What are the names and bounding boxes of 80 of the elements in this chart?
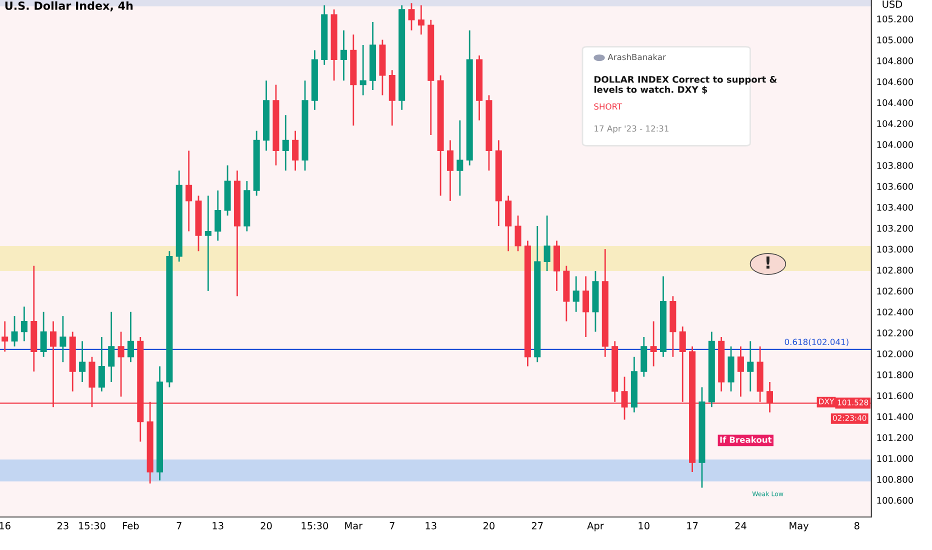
x-tick-label: Apr — [587, 522, 604, 532]
y-tick-label: 104.000 — [877, 141, 914, 148]
annotation: If Breakout — [720, 436, 772, 443]
x-tick-label: 27 — [532, 522, 543, 530]
x-tick-label: 7 — [176, 522, 182, 530]
candlestick — [418, 4, 424, 36]
x-tick-label: May — [790, 522, 809, 532]
y-tick-label: 101.800 — [877, 371, 914, 378]
y-tick-label: 104.600 — [877, 78, 914, 86]
candlestick — [747, 340, 754, 392]
candlestick — [360, 44, 366, 96]
y-tick-label: 101.400 — [877, 413, 914, 420]
candlestick — [204, 195, 212, 292]
y-tick-label: 103.400 — [877, 204, 914, 211]
candlestick — [98, 336, 105, 392]
y-tick-label: 104.400 — [877, 99, 914, 106]
candlestick — [60, 315, 66, 363]
y-tick-label: 101.200 — [877, 434, 914, 442]
y-tick-label: 104.800 — [877, 57, 914, 64]
x-tick-label: 7 — [390, 522, 394, 530]
x-tick-label: 8 — [854, 522, 860, 530]
candlestick — [514, 214, 522, 252]
y-tick-label: 102.600 — [877, 288, 914, 294]
x-tick-label: Feb — [123, 522, 139, 530]
y-tick-label: 102.000 — [877, 350, 914, 358]
y-tick-label: 101.000 — [877, 455, 914, 462]
candlestick — [408, 2, 415, 32]
candlestick — [282, 114, 289, 172]
x-tick-label: 24 — [735, 522, 746, 530]
candlestick — [186, 150, 192, 232]
y-tick-label: 103.000 — [877, 246, 914, 253]
candlestick — [40, 311, 47, 358]
annotation: SHORT — [594, 103, 622, 110]
ref-line-label: 0.618(102.041) — [784, 338, 848, 346]
candlestick — [572, 276, 580, 313]
y-tick-label: 103.800 — [877, 162, 914, 169]
y-tick-label: 102.200 — [877, 330, 914, 336]
candlestick — [127, 311, 134, 363]
candlestick — [214, 190, 222, 242]
x-tick-label: 13 — [212, 522, 224, 530]
y-tick-label: 100.800 — [877, 476, 914, 483]
y-tick-label: 103.200 — [877, 224, 914, 232]
annotation: 17 Apr '23 - 12:31 — [594, 125, 668, 134]
candlestick — [11, 315, 18, 348]
y-tick-label: 105.000 — [877, 36, 914, 44]
x-tick-label: 15:30 — [79, 522, 106, 530]
y-tick-label: 102.400 — [877, 308, 914, 316]
candlestick — [79, 340, 86, 383]
x-tick-label: 17 — [687, 522, 698, 530]
annotation: ! — [766, 256, 770, 269]
y-tick-label: 101.600 — [877, 392, 914, 400]
candlestick — [582, 276, 590, 338]
annotation: DOLLAR INDEX Correct to support & levels to watch. DXY $ — [594, 76, 777, 94]
candlestick — [456, 120, 464, 196]
chart-title: U.S. Dollar Index, 4h — [5, 1, 133, 12]
candlestick — [108, 311, 115, 383]
candlestick — [650, 320, 657, 367]
candlestick — [2, 320, 8, 352]
x-tick-label: 16 — [0, 522, 10, 530]
x-tick-label: 15:30 — [302, 522, 328, 530]
candlestick — [292, 130, 299, 172]
x-tick-label: 23 — [57, 522, 68, 530]
x-tick-label: 13 — [426, 522, 436, 530]
annotation: ArashBanakar — [608, 54, 666, 60]
candlestick — [446, 140, 454, 202]
y-axis-title: USD — [882, 0, 902, 8]
x-tick-label: 20 — [483, 522, 495, 530]
y-tick-label: 103.600 — [877, 183, 914, 190]
x-tick-label: Mar — [345, 522, 363, 530]
candlestick — [737, 346, 744, 398]
x-tick-label: 20 — [260, 522, 272, 530]
candlestick — [20, 306, 28, 342]
candlestick — [340, 30, 347, 82]
y-tick-label: 105.200 — [877, 16, 914, 22]
y-tick-label: 102.800 — [877, 266, 914, 274]
y-tick-label: 104.200 — [877, 120, 914, 128]
x-tick-label: 10 — [638, 522, 650, 530]
candlestick — [118, 331, 124, 398]
candlestick — [544, 214, 550, 272]
y-tick-label: 100.600 — [877, 496, 914, 504]
